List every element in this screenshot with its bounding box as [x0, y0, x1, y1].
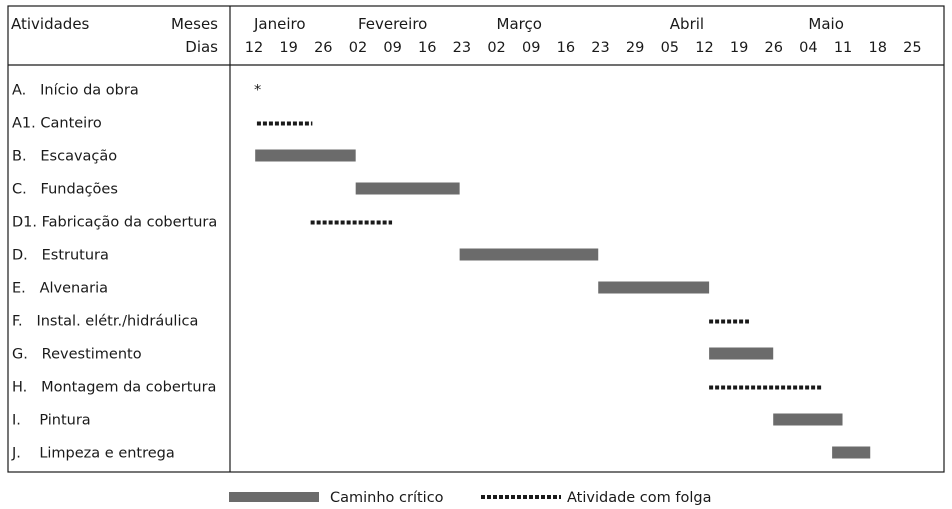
day-tick-label: 02	[487, 40, 505, 56]
month-label: Janeiro	[253, 15, 306, 33]
day-tick-label: 26	[314, 40, 332, 56]
month-labels: Janeiro Fevereiro Março Abril Maio	[253, 15, 844, 33]
activity-label: J. Limpeza e entrega	[11, 446, 175, 462]
day-tick-label: 25	[903, 40, 921, 56]
month-label: Fevereiro	[358, 15, 427, 33]
day-tick-label: 09	[522, 40, 540, 56]
activity-label: C. Fundações	[12, 182, 118, 198]
day-tick-label: 29	[626, 40, 644, 56]
legend: Caminho crítico Atividade com folga	[229, 490, 711, 506]
days-header: Dias	[185, 38, 218, 56]
activity-label: A. Início da obra	[12, 83, 139, 99]
day-tick-label: 18	[868, 40, 886, 56]
activity-labels: A. Início da obra A1. Canteiro B. Escavaçã…	[11, 83, 217, 462]
month-label: Março	[497, 15, 542, 33]
day-tick-label: 05	[661, 40, 679, 56]
critical-bar	[709, 347, 774, 360]
month-label: Maio	[808, 15, 843, 33]
day-tick-label: 16	[557, 40, 575, 56]
activity-label: D. Estrutura	[12, 248, 109, 264]
legend-slack-label: Atividade com folga	[567, 490, 711, 506]
day-tick-label: 26	[765, 40, 783, 56]
critical-bar	[459, 248, 599, 261]
months-header: Meses	[171, 15, 218, 33]
activity-label: B. Escavação	[12, 149, 117, 165]
chart-grid	[7, 5, 945, 473]
legend-critical-label: Caminho crítico	[330, 490, 444, 506]
day-tick-label: 12	[695, 40, 713, 56]
activity-label: H. Montagem da cobertura	[12, 380, 216, 396]
day-tick-label: 23	[453, 40, 471, 56]
chart-frame	[7, 5, 945, 473]
activity-label: A1. Canteiro	[12, 116, 102, 132]
day-tick-label: 19	[279, 40, 297, 56]
activity-bars: *	[254, 83, 871, 459]
activity-label: E. Alvenaria	[12, 281, 108, 297]
legend-critical-swatch	[229, 492, 319, 502]
activity-label: I. Pintura	[12, 413, 91, 429]
critical-bar	[773, 413, 843, 426]
activity-label: F. Instal. elétr./hidráulica	[12, 314, 198, 330]
day-tick-label: 04	[799, 40, 817, 56]
day-tick-label: 09	[383, 40, 401, 56]
day-tick-label: 12	[245, 40, 263, 56]
critical-bar	[598, 281, 710, 294]
activity-label: G. Revestimento	[12, 347, 142, 363]
activity-label: D1. Fabricação da cobertura	[12, 215, 217, 231]
critical-bar	[832, 446, 871, 459]
activities-header: Atividades	[11, 15, 90, 33]
critical-bar	[355, 182, 460, 195]
month-label: Abril	[670, 15, 704, 33]
day-tick-label: 19	[730, 40, 748, 56]
day-tick-label: 16	[418, 40, 436, 56]
day-tick-label: 11	[834, 40, 852, 56]
day-tick-label: 23	[591, 40, 609, 56]
day-tick-label: 02	[349, 40, 367, 56]
critical-bar	[255, 149, 356, 162]
milestone-marker: *	[254, 83, 261, 99]
day-tick-labels: 12 19 26 02 09 16 23 02 09 16 23 29 05 12 19 26 04 11 18 25	[245, 40, 922, 56]
